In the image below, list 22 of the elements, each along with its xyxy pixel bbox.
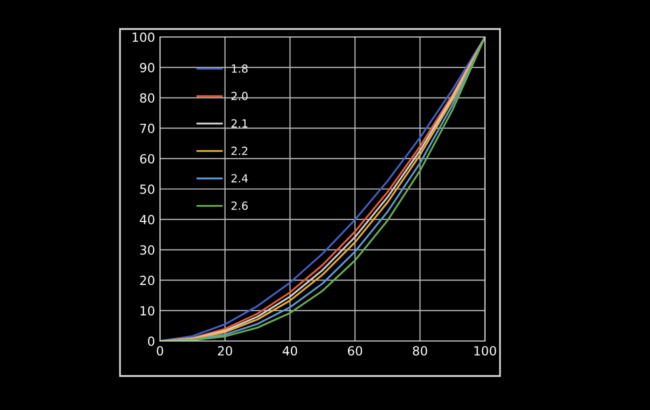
y-tick-label: 50 xyxy=(140,184,154,194)
x-tick-label: 60 xyxy=(348,346,362,356)
y-tick-label: 20 xyxy=(140,276,154,286)
legend-label: 2.2 xyxy=(232,146,248,155)
x-tick-label: 100 xyxy=(474,346,496,356)
x-tick-label: 0 xyxy=(156,346,164,356)
line-series xyxy=(160,37,485,341)
y-tick-label: 30 xyxy=(140,245,154,255)
legend-label: 2.4 xyxy=(232,174,248,182)
y-tick-label: 60 xyxy=(140,154,154,164)
y-tick-label: 100 xyxy=(132,32,154,42)
y-tick-label: 40 xyxy=(140,214,154,224)
legend-label: 2.1 xyxy=(232,119,248,128)
y-tick-label: 0 xyxy=(148,336,154,346)
y-tick-label: 90 xyxy=(140,62,154,72)
y-tick-label: 10 xyxy=(140,306,154,316)
x-tick-label: 40 xyxy=(282,346,298,356)
x-tick-label: 80 xyxy=(412,346,428,356)
x-tick-label: 20 xyxy=(218,346,232,356)
y-tick-label: 70 xyxy=(140,124,154,134)
y-tick-label: 80 xyxy=(140,93,154,103)
legend-label: 2.6 xyxy=(232,201,248,210)
